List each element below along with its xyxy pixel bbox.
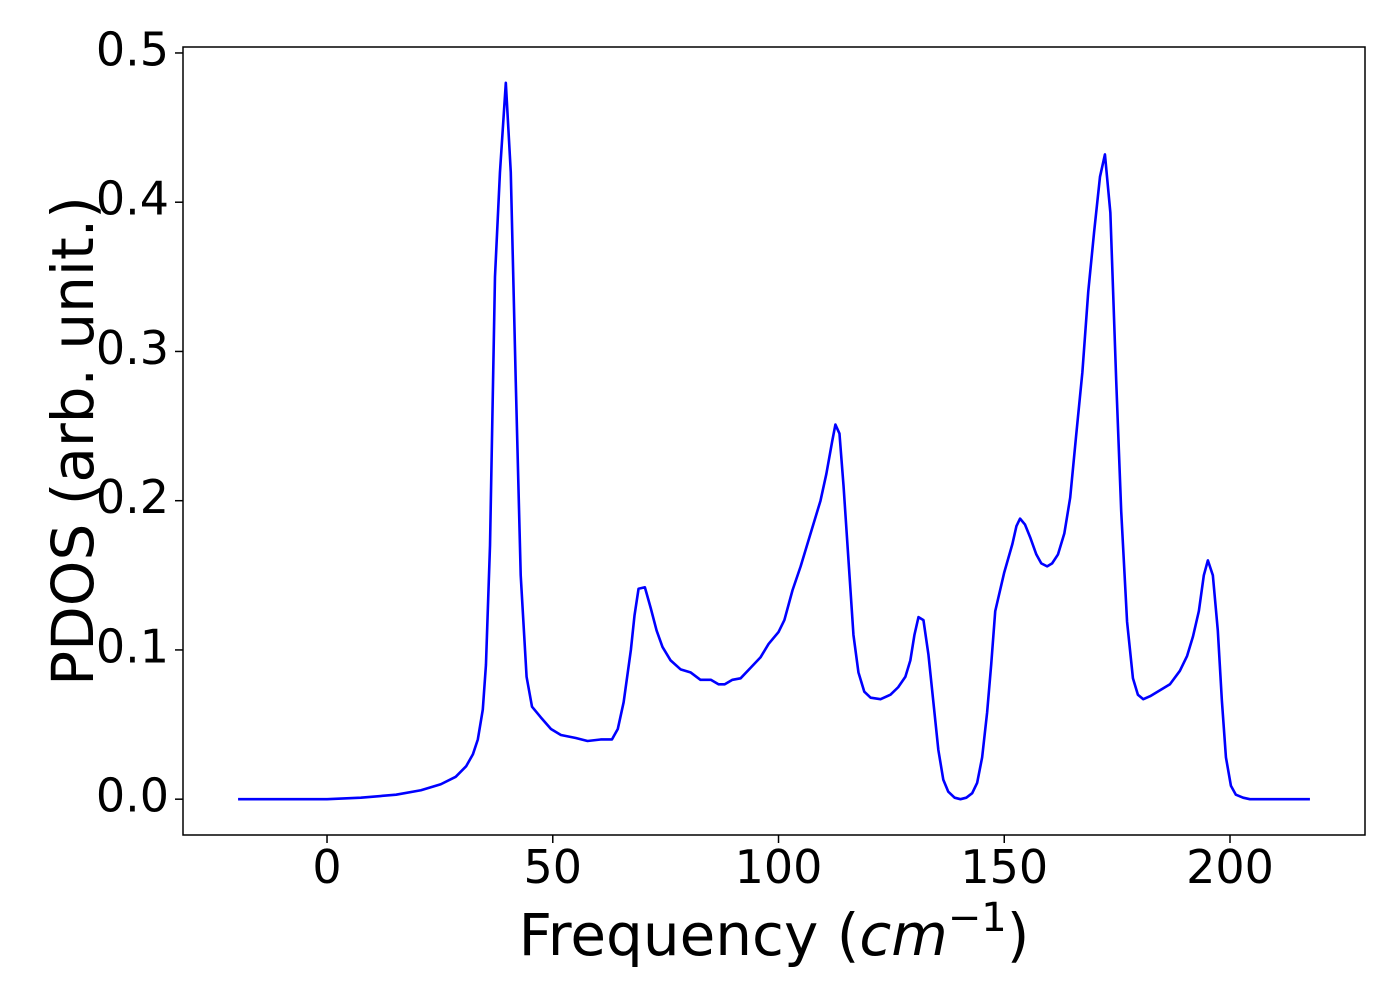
x-tick-label: 150 <box>960 840 1048 894</box>
y-tick-label: 0.3 <box>96 321 169 375</box>
y-tick-label: 0.4 <box>96 172 169 226</box>
x-tick-label: 200 <box>1186 840 1274 894</box>
x-tick-label: 0 <box>312 840 341 894</box>
x-label-text: Frequency ( <box>519 901 860 969</box>
x-label-math: cm <box>859 901 947 969</box>
data-line <box>238 81 1310 801</box>
x-axis-label: Frequency (cm−1) <box>519 895 1030 969</box>
x-tick-label: 100 <box>735 840 823 894</box>
plot-frame <box>182 46 1366 836</box>
y-axis-label: PDOS (arb. unit.) <box>39 196 107 686</box>
y-tick-label: 0.5 <box>96 22 169 76</box>
x-label-sup: −1 <box>948 895 1007 941</box>
y-tick-label: 0.1 <box>96 619 169 673</box>
y-tick-label: 0.0 <box>96 769 169 823</box>
x-label-text: ) <box>1007 901 1030 969</box>
x-tick-label: 50 <box>523 840 582 894</box>
y-tick-label: 0.2 <box>96 470 169 524</box>
